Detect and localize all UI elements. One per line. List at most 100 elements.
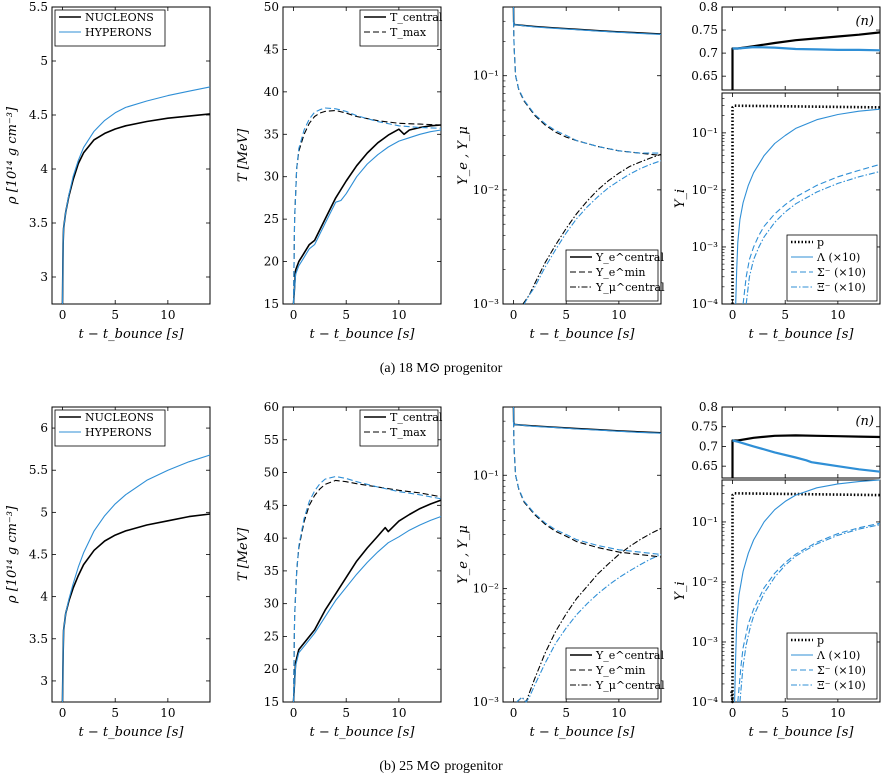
fractions-25-ytick-label: 10⁻¹	[473, 468, 499, 482]
species-18-bottom-xtick-label: 5	[781, 308, 789, 322]
temperature-25-legend-box	[359, 409, 439, 447]
temperature-25-ytick-label: 45	[264, 498, 279, 512]
temperature-25-ytick-label: 55	[264, 433, 279, 447]
series-species-18-bottom-0	[731, 104, 881, 304]
series-temperature-18-2	[292, 109, 442, 305]
species-18-xlabel: t − t_bounce [s]	[749, 327, 855, 342]
density-18-ytick-label: 3	[40, 270, 48, 284]
species-25-top-ytick-label: 0.65	[691, 459, 718, 473]
species-25-bottom-xtick-label: 5	[781, 706, 789, 720]
temperature-18-ytick-label: 20	[264, 255, 279, 269]
density-18-ytick-label: 5.5	[29, 0, 48, 14]
species-25-legend-label: Ξ⁻ (×10)	[817, 679, 866, 692]
series-fractions-18-4	[522, 153, 662, 305]
temperature-18-ytick-label: 35	[264, 127, 279, 141]
fractions-18-ytick-label: 10⁻²	[473, 183, 500, 197]
series-fractions-18-5	[523, 160, 662, 305]
series-species-25-bottom-2	[737, 522, 881, 703]
species-25-legend-label: Λ (×10)	[816, 649, 860, 662]
panel-species-25: 0.65 0.7 0.75 0.8 (n) 10⁻⁴ 10⁻³ 10⁻² 10⁻¹ 0 5 10 p Λ …	[673, 400, 881, 740]
species-18-legend-label: Λ (×10)	[816, 251, 860, 264]
series-species-18-top-0	[731, 31, 881, 90]
caption-a: (a) 18 M⊙ progenitor	[380, 361, 503, 376]
density-25-ytick-label: 5.5	[29, 463, 48, 477]
series-fractions-18-2	[512, 21, 662, 157]
temperature-25-ytick-label: 15	[264, 695, 279, 709]
fractions-25-ytick-label: 10⁻²	[473, 582, 500, 596]
density-18-legend-label: HYPERONS	[85, 26, 152, 39]
fractions-18-legend-label: Y_μ^central	[595, 281, 665, 294]
species-18-top-ytick-label: 0.65	[691, 69, 718, 83]
density-18-xlabel: t − t_bounce [s]	[79, 327, 185, 342]
species-25-top-ytick-label: 0.75	[691, 420, 718, 434]
species-18-ylabel: Y_i	[673, 189, 688, 208]
density-25-ytick-label: 4	[40, 590, 48, 604]
species-18-annotation: (n)	[855, 14, 874, 29]
temperature-18-ytick-label: 45	[264, 42, 279, 56]
temperature-18-frame	[282, 6, 442, 305]
density-25-legend-label: HYPERONS	[85, 426, 152, 439]
panel-density-25: 3 3.5 4 4.5 5 5.5 6 0 5 10 NUCLEONS HYPERONS ρ [10¹⁴…	[5, 406, 211, 740]
species-18-bottom-xtick-label: 10	[830, 308, 845, 322]
panel-temperature-25: 15 20 25 30 35 40 45 50 55 60 0 5 10 T_central T_max T …	[236, 400, 443, 740]
temperature-25-ytick-label: 60	[264, 400, 279, 414]
species-18-bottom-ytick-label: 10⁻¹	[692, 126, 718, 140]
fractions-18-ytick-label: 10⁻³	[473, 297, 500, 311]
temperature-25-ytick-label: 20	[264, 662, 279, 676]
fractions-25-ytick-label: 10⁻³	[473, 695, 500, 709]
temperature-25-ytick-label: 40	[264, 531, 279, 545]
species-25-bottom-ytick-label: 10⁻⁴	[692, 695, 719, 709]
series-temperature-18-3	[292, 107, 442, 305]
species-25-top-frame	[721, 406, 881, 479]
series-species-25-top-1	[732, 439, 881, 473]
species-18-legend-label: p	[817, 236, 824, 249]
series-density-25-1	[61, 454, 211, 703]
temperature-18-legend-label: T_max	[390, 26, 427, 39]
density-25-legend-label: NUCLEONS	[85, 411, 154, 424]
species-18-legend-label: Σ⁻ (×10)	[817, 266, 866, 279]
density-18-xtick-label: 5	[111, 308, 119, 322]
species-18-top-frame	[721, 6, 881, 91]
temperature-18-ytick-label: 30	[264, 170, 279, 184]
density-18-ytick-label: 3.5	[29, 216, 48, 230]
species-18-bottom-xtick-label: 0	[729, 308, 737, 322]
species-25-bottom-ytick-label: 10⁻¹	[692, 515, 718, 529]
fractions-18-legend-box	[565, 249, 659, 302]
temperature-18-ytick-label: 50	[264, 0, 279, 14]
fractions-18-ytick-label: 10⁻¹	[473, 69, 499, 83]
density-25-ytick-label: 3	[40, 674, 48, 688]
species-25-top-ytick-label: 0.7	[699, 439, 718, 453]
series-fractions-18-1	[512, 6, 662, 35]
fractions-25-legend-label: Y_e^min	[595, 664, 646, 677]
density-18-legend-box	[54, 9, 166, 47]
series-fractions-25-4	[516, 527, 662, 703]
species-25-legend-label: Σ⁻ (×10)	[817, 664, 866, 677]
density-18-ytick-label: 5	[40, 54, 48, 68]
series-species-18-bottom-3	[745, 170, 881, 305]
species-18-top-ytick-label: 0.75	[691, 23, 718, 37]
fractions-18-ylabel: Y_e , Y_μ	[456, 126, 471, 185]
density-25-xlabel: t − t_bounce [s]	[79, 725, 185, 740]
density-18-ytick-label: 4	[40, 162, 48, 176]
fractions-25-xtick-label: 0	[510, 706, 518, 720]
species-25-top-ytick-label: 0.8	[699, 400, 718, 414]
series-species-18-bottom-1	[735, 108, 881, 305]
species-25-ylabel: Y_i	[673, 581, 688, 600]
series-fractions-25-3	[512, 421, 662, 556]
series-temperature-25-3	[292, 475, 442, 703]
density-25-legend-box	[54, 409, 166, 447]
temperature-25-ytick-label: 35	[264, 564, 279, 578]
panel-fractions-25: 10⁻³ 10⁻² 10⁻¹ 0 5 10 Y_e^central Y_e^min Y_μ^ce…	[456, 406, 665, 740]
series-species-18-top-1	[732, 45, 881, 52]
temperature-18-xlabel: t − t_bounce [s]	[310, 327, 416, 342]
density-18-xtick-label: 10	[160, 308, 175, 322]
density-25-xtick-label: 0	[59, 706, 67, 720]
panel-temperature-18: 15 20 25 30 35 40 45 50 0 5 10 T_central T_max T [MeV…	[236, 0, 443, 342]
series-fractions-25-1	[512, 406, 662, 434]
fractions-25-legend-label: Y_μ^central	[595, 679, 665, 692]
series-species-25-top-0	[731, 434, 881, 478]
species-18-bottom-ytick-label: 10⁻⁴	[692, 297, 719, 311]
fractions-18-xtick-label: 10	[611, 308, 626, 322]
series-fractions-18-3	[512, 21, 661, 154]
